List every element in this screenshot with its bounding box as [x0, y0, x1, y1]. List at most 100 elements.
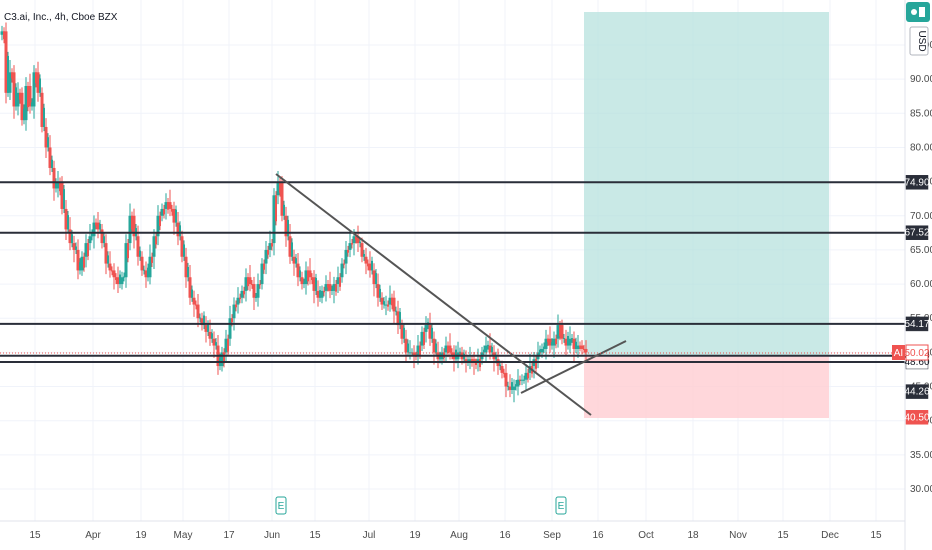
candle-body: [291, 242, 293, 257]
stop-zone[interactable]: [584, 356, 829, 418]
candle-body: [191, 289, 193, 298]
candle-body: [235, 304, 237, 308]
candle-body: [448, 345, 452, 353]
last-price-tag: AI 50.02: [892, 344, 930, 361]
candle-body: [160, 208, 164, 216]
candle-body: [168, 202, 172, 209]
candle-body: [471, 359, 473, 363]
candle-body: [356, 236, 360, 244]
earnings-label: E: [278, 501, 285, 512]
currency-badge[interactable]: USD: [909, 26, 929, 56]
candle-body: [299, 270, 301, 278]
candle-body: [316, 290, 320, 298]
candle-body: [28, 85, 32, 107]
candle-body: [240, 290, 244, 298]
earnings-marker[interactable]: E: [275, 496, 287, 515]
candle-body: [67, 215, 69, 230]
price-axis[interactable]: 95.0090.0085.0080.0075.0070.0065.0060.00…: [910, 40, 932, 495]
candle-body: [347, 249, 349, 253]
candle-body: [100, 229, 104, 244]
candle-body: [300, 277, 304, 285]
y-tick-label: 90.00: [910, 74, 932, 85]
candle-body: [568, 338, 572, 346]
candle-body: [339, 277, 341, 287]
candle-body: [51, 159, 53, 168]
level-tag-box: [905, 225, 929, 240]
candle-body: [424, 325, 428, 332]
candle-body: [575, 341, 577, 349]
candle-body: [328, 284, 332, 291]
candle-body: [539, 349, 541, 353]
candle-body: [519, 379, 521, 382]
candle-body: [47, 137, 49, 148]
candle-body: [7, 55, 9, 93]
candle-body: [368, 263, 372, 271]
time-axis[interactable]: 15 Apr 19 May 17 Jun 15 Jul 19 Aug 16 Sep 16 Oct 18 Nov…: [29, 530, 882, 541]
candle-body: [55, 182, 57, 189]
candle-body: [344, 249, 348, 264]
level-tag-label: 44.26: [904, 387, 929, 398]
candle-body: [372, 270, 376, 285]
candle-body: [40, 92, 44, 127]
candle-body: [451, 352, 453, 356]
candle-body: [79, 262, 81, 271]
candle-body: [267, 249, 269, 255]
candle-body: [251, 284, 253, 286]
horizontal-levels: [0, 181, 905, 363]
candle-body: [499, 364, 501, 367]
candle-body: [208, 331, 212, 339]
candle-body: [384, 304, 388, 306]
candle-body: [367, 263, 369, 267]
candle-body: [200, 318, 204, 326]
candle-body: [27, 85, 29, 108]
candle-body: [120, 277, 124, 285]
candle-body: [115, 277, 117, 280]
candle-body: [455, 349, 457, 360]
candle-body: [432, 338, 436, 353]
candle-body: [355, 236, 357, 240]
candle-body: [360, 243, 364, 257]
x-tick-label: Oct: [638, 530, 654, 541]
candle-body: [504, 372, 508, 387]
candle-body: [248, 277, 252, 285]
candle-body: [71, 234, 73, 244]
candle-body: [111, 270, 113, 272]
candle-body: [435, 343, 437, 353]
candle-body: [87, 243, 89, 257]
candle-body: [495, 355, 497, 360]
candle-body: [580, 345, 584, 349]
candle-body: [391, 297, 393, 306]
candles: [0, 22, 588, 403]
candle-body: [275, 195, 277, 222]
earnings-marker[interactable]: E: [555, 496, 567, 515]
candle-body: [148, 256, 152, 278]
candle-body: [327, 284, 329, 288]
candle-body: [108, 263, 112, 271]
candle-body: [431, 327, 433, 339]
candle-body: [175, 209, 177, 223]
candle-body: [211, 333, 213, 339]
candle-body: [419, 345, 421, 355]
x-tick-label: Jun: [264, 530, 280, 541]
candle-body: [59, 181, 61, 192]
candle-body: [559, 325, 561, 336]
candle-body: [23, 108, 25, 121]
candle-body: [128, 215, 132, 244]
candle-body: [560, 325, 564, 339]
tradingview-logo-icon[interactable]: [906, 2, 930, 22]
candle-body: [280, 181, 284, 216]
candle-body: [228, 318, 232, 339]
candle-body: [231, 318, 233, 323]
candle-body: [172, 208, 176, 223]
candle-body: [268, 243, 272, 250]
candle-body: [32, 72, 36, 107]
target-zone[interactable]: [584, 12, 829, 356]
candle-body: [351, 243, 353, 245]
candle-body: [164, 202, 168, 209]
downtrend-line[interactable]: [275, 173, 592, 416]
candle-body: [163, 208, 165, 215]
candle-body: [252, 284, 256, 298]
candle-body: [403, 327, 405, 339]
uptrend-line[interactable]: [520, 340, 627, 394]
